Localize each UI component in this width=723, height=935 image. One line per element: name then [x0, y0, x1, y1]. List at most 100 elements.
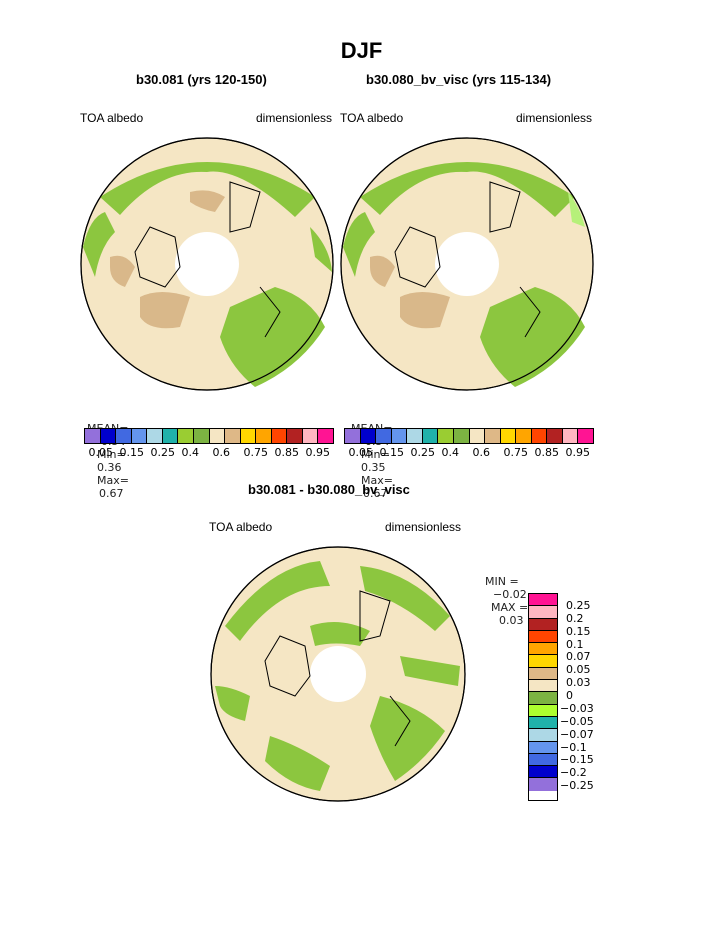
- colorbar-swatch: [529, 692, 557, 705]
- colorbar-tick-label: −0.03: [560, 701, 594, 715]
- diff-panel-variable-label: TOA albedo: [209, 520, 273, 534]
- colorbar-swatch: [116, 429, 132, 443]
- left-min-label: Min=: [97, 448, 126, 461]
- right-colorbar-ticks: 0.05 0.15 0.25 0.4 0.6 0.75 0.85 0.95: [344, 446, 592, 460]
- left-colorbar-ticks: 0.05 0.15 0.25 0.4 0.6 0.75 0.85 0.95: [84, 446, 332, 460]
- colorbar-swatch: [302, 429, 319, 443]
- colorbar-tick-label: −0.07: [560, 727, 594, 741]
- right-colorbar: [344, 428, 594, 444]
- colorbar-swatch: [529, 630, 557, 644]
- colorbar-swatch: [529, 741, 557, 754]
- colorbar-swatch: [529, 606, 557, 619]
- page-title: DJF: [340, 38, 383, 63]
- colorbar-swatch: [562, 429, 579, 443]
- diff-colorbar-ticks: 0.25 0.2 0.15 0.1 0.07 0.05 0.03 0 −0.03 −0.05 −0.…: [560, 593, 622, 803]
- colorbar-swatch: [485, 429, 501, 443]
- colorbar-swatch: [147, 429, 163, 443]
- colorbar-swatch: [529, 655, 557, 668]
- colorbar-swatch: [407, 429, 423, 443]
- colorbar-swatch: [529, 643, 557, 656]
- diff-panel-units-label: dimensionless: [385, 520, 462, 534]
- colorbar-tick-label: 0.25: [410, 446, 436, 459]
- colorbar-swatch: [225, 429, 241, 443]
- right-panel-units-label: dimensionless: [516, 111, 593, 125]
- colorbar-swatch: [345, 429, 361, 443]
- colorbar-swatch: [256, 429, 272, 443]
- colorbar-swatch: [318, 429, 333, 443]
- left-panel-variable-label: TOA albedo: [80, 111, 144, 125]
- colorbar-swatch: [529, 704, 557, 717]
- colorbar-swatch: [376, 429, 392, 443]
- colorbar-swatch: [360, 429, 377, 443]
- colorbar-swatch: [529, 778, 557, 791]
- right-max-label: Max=: [361, 474, 393, 487]
- colorbar-swatch: [529, 667, 557, 681]
- colorbar-tick-label: 0.03: [566, 676, 591, 690]
- right-panel-polar-map: [340, 137, 594, 391]
- colorbar-tick-label: 0.85: [534, 446, 560, 459]
- colorbar-tick-label: −0.05: [560, 714, 594, 728]
- colorbar-tick-label: 0.4: [181, 446, 200, 459]
- colorbar-swatch: [287, 429, 303, 443]
- colorbar-swatch: [529, 753, 557, 767]
- diff-min-value: −0.02: [493, 588, 527, 601]
- diff-stats: MIN = −0.02 MAX = 0.03: [478, 562, 528, 627]
- colorbar-swatch: [529, 716, 557, 730]
- colorbar-swatch: [209, 429, 226, 443]
- colorbar-swatch: [529, 618, 557, 631]
- colorbar-tick-label: −0.15: [560, 753, 594, 767]
- colorbar-tick-label: 0.15: [566, 624, 591, 638]
- colorbar-swatch: [131, 429, 148, 443]
- colorbar-tick-label: 0.6: [472, 446, 491, 459]
- colorbar-swatch: [531, 429, 548, 443]
- colorbar-swatch: [178, 429, 194, 443]
- colorbar-tick-label: −0.2: [560, 766, 587, 780]
- colorbar-swatch: [193, 429, 210, 443]
- colorbar-tick-label: 0.75: [243, 446, 269, 459]
- left-panel-units-label: dimensionless: [256, 111, 333, 125]
- colorbar-swatch: [529, 594, 557, 607]
- right-min-value: 0.35: [361, 461, 386, 474]
- colorbar-tick-label: −0.25: [560, 779, 594, 793]
- colorbar-swatch: [529, 680, 557, 693]
- right-panel-subtitle: b30.080_bv_visc (yrs 115-134): [366, 72, 552, 87]
- left-colorbar: [84, 428, 334, 444]
- colorbar-tick-label: 0.25: [150, 446, 176, 459]
- colorbar-swatch: [240, 429, 257, 443]
- colorbar-tick-label: 0.95: [565, 446, 591, 459]
- colorbar-swatch: [500, 429, 517, 443]
- colorbar-tick-label: 0.4: [441, 446, 460, 459]
- colorbar-tick-label: −0.1: [560, 740, 587, 754]
- right-panel-variable-label: TOA albedo: [340, 111, 404, 125]
- diff-max-label: MAX =: [491, 601, 529, 614]
- colorbar-tick-label: 0.05: [88, 446, 114, 459]
- colorbar-swatch: [162, 429, 179, 443]
- left-max-value: 0.67: [99, 487, 124, 500]
- colorbar-tick-label: 0.1: [566, 637, 584, 651]
- colorbar-swatch: [391, 429, 408, 443]
- colorbar-swatch: [516, 429, 532, 443]
- colorbar-tick-label: 0: [566, 689, 573, 702]
- colorbar-tick-label: 0.05: [348, 446, 374, 459]
- colorbar-swatch: [453, 429, 470, 443]
- colorbar-swatch: [469, 429, 486, 443]
- colorbar-swatch: [547, 429, 563, 443]
- colorbar-swatch: [529, 729, 557, 742]
- colorbar-tick-label: 0.25: [566, 598, 591, 612]
- colorbar-tick-label: 0.6: [212, 446, 231, 459]
- colorbar-swatch: [100, 429, 117, 443]
- colorbar-tick-label: 0.05: [566, 663, 591, 677]
- colorbar-tick-label: 0.15: [119, 446, 145, 459]
- diff-colorbar: [528, 593, 558, 801]
- left-max-label: Max=: [97, 474, 129, 487]
- right-min-label: Min=: [361, 448, 390, 461]
- colorbar-swatch: [85, 429, 101, 443]
- colorbar-swatch: [578, 429, 593, 443]
- diff-min-label: MIN =: [485, 575, 519, 588]
- colorbar-tick-label: 0.07: [566, 650, 591, 664]
- colorbar-swatch: [438, 429, 454, 443]
- right-max-value: 0.67: [363, 487, 388, 500]
- colorbar-swatch: [271, 429, 288, 443]
- diff-panel-polar-map: [210, 546, 466, 802]
- colorbar-tick-label: 0.75: [503, 446, 529, 459]
